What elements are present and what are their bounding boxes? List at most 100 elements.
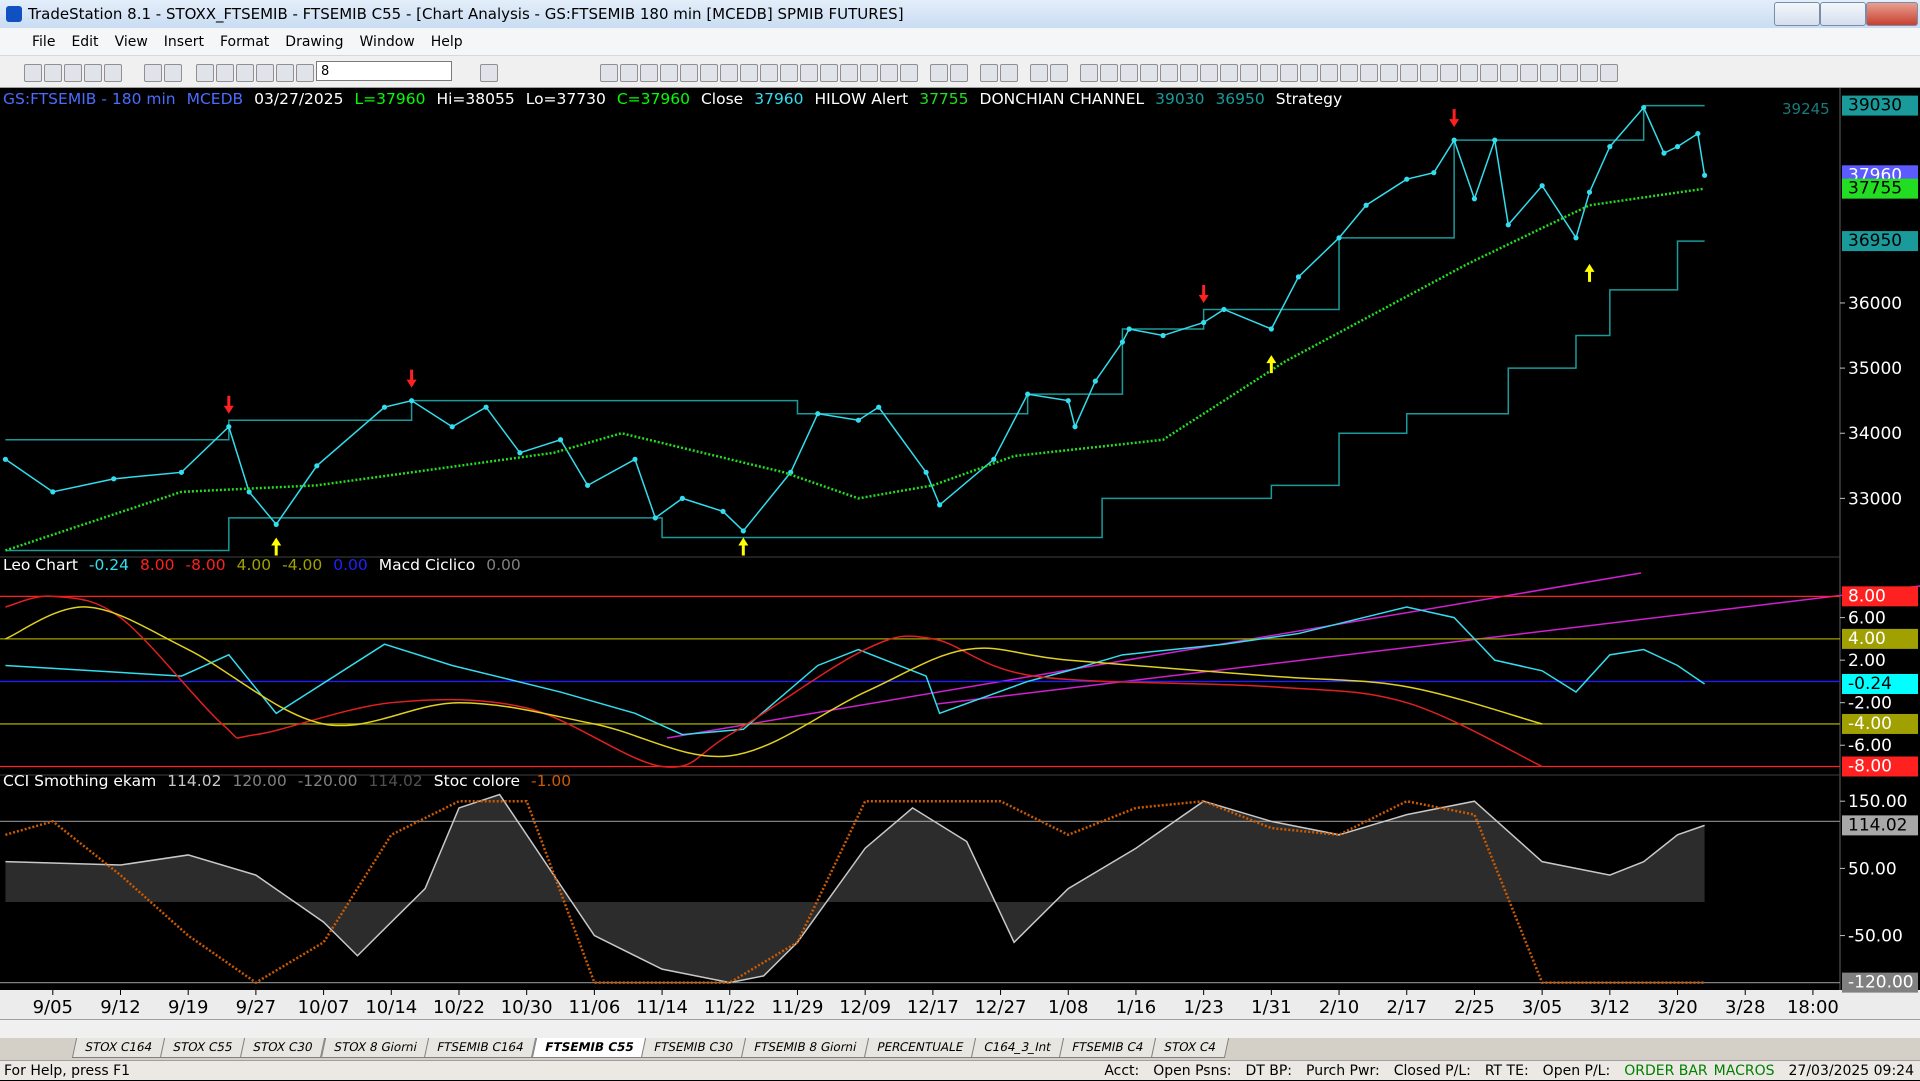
symbol-combo[interactable]: 8: [316, 61, 452, 81]
price-point: [720, 508, 726, 515]
toolbar-button[interactable]: [84, 64, 102, 82]
sheet-tab[interactable]: STOX 8 Giorni: [320, 1038, 430, 1058]
toolbar-button[interactable]: [680, 64, 698, 82]
toolbar-button[interactable]: [1280, 64, 1298, 82]
maximize-button[interactable]: [1820, 2, 1866, 26]
toolbar-button[interactable]: [1480, 64, 1498, 82]
toolbar-button[interactable]: [1600, 64, 1618, 82]
toolbar-button[interactable]: [1580, 64, 1598, 82]
menu-item[interactable]: File: [32, 34, 56, 50]
toolbar-button[interactable]: [820, 64, 838, 82]
sell-arrow: [406, 369, 417, 388]
toolbar-button[interactable]: [1240, 64, 1258, 82]
toolbar-button[interactable]: [1340, 64, 1358, 82]
sheet-tab[interactable]: FTSEMIB C55: [531, 1038, 647, 1058]
toolbar-button[interactable]: [1320, 64, 1338, 82]
toolbar-button[interactable]: [24, 64, 42, 82]
x-tick-label: 11/29: [772, 997, 824, 1018]
toolbar-button[interactable]: [660, 64, 678, 82]
toolbar-button[interactable]: [740, 64, 758, 82]
toolbar-button[interactable]: [600, 64, 618, 82]
toolbar-button[interactable]: [1180, 64, 1198, 82]
sheet-tab[interactable]: STOX C55: [159, 1038, 246, 1058]
scroll-bar[interactable]: [0, 1019, 1920, 1038]
toolbar-button[interactable]: [1030, 64, 1048, 82]
price-point: [273, 521, 279, 528]
toolbar-button[interactable]: [1000, 64, 1018, 82]
toolbar-button[interactable]: [276, 64, 294, 82]
menu-item[interactable]: Insert: [163, 34, 204, 50]
menu-item[interactable]: Window: [359, 34, 415, 50]
toolbar-button[interactable]: [1520, 64, 1538, 82]
toolbar-button[interactable]: [720, 64, 738, 82]
toolbar-button[interactable]: [296, 64, 314, 82]
toolbar-button[interactable]: [1080, 64, 1098, 82]
sheet-tab[interactable]: FTSEMIB C30: [641, 1038, 747, 1058]
price-point: [679, 495, 685, 501]
toolbar-button[interactable]: [1140, 64, 1158, 82]
toolbar-button[interactable]: [44, 64, 62, 82]
toolbar-button[interactable]: [840, 64, 858, 82]
menu-item[interactable]: View: [114, 34, 148, 50]
toolbar-button[interactable]: [1560, 64, 1578, 82]
toolbar-button[interactable]: [1440, 64, 1458, 82]
sheet-tab[interactable]: STOX C4: [1151, 1038, 1230, 1058]
macros[interactable]: MACROS: [1713, 1063, 1775, 1079]
sheet-tab[interactable]: PERCENTUALE: [864, 1038, 977, 1058]
toolbar-button[interactable]: [800, 64, 818, 82]
toolbar-button[interactable]: [760, 64, 778, 82]
toolbar-button[interactable]: [1400, 64, 1418, 82]
toolbar-button[interactable]: [860, 64, 878, 82]
toolbar-button[interactable]: [930, 64, 948, 82]
sheet-tab[interactable]: STOX C164: [71, 1038, 166, 1058]
toolbar-button[interactable]: [104, 64, 122, 82]
menu-item[interactable]: Drawing: [285, 34, 344, 50]
last-value-box-label: 37755: [1848, 179, 1902, 199]
toolbar-button[interactable]: [1500, 64, 1518, 82]
toolbar-button[interactable]: [880, 64, 898, 82]
minimize-button[interactable]: [1774, 2, 1820, 26]
sheet-tab[interactable]: FTSEMIB 8 Giorni: [740, 1038, 870, 1058]
toolbar-button[interactable]: [900, 64, 918, 82]
pane: [2, 104, 1708, 556]
toolbar-button[interactable]: [196, 64, 214, 82]
toolbar-button[interactable]: [256, 64, 274, 82]
toolbar-button[interactable]: [1100, 64, 1118, 82]
toolbar-button[interactable]: [1380, 64, 1398, 82]
toolbar-button[interactable]: [620, 64, 638, 82]
menu-item[interactable]: Help: [430, 34, 463, 50]
toolbar-button[interactable]: [1420, 64, 1438, 82]
sheet-tab[interactable]: C164_3_Int: [971, 1038, 1065, 1058]
toolbar-button[interactable]: [480, 64, 498, 82]
toolbar-button[interactable]: [640, 64, 658, 82]
y-tick-label: -2.00: [1848, 694, 1892, 714]
toolbar-button[interactable]: [1050, 64, 1068, 82]
menu-item[interactable]: Format: [219, 34, 270, 50]
toolbar-button[interactable]: [780, 64, 798, 82]
toolbar-button[interactable]: [1200, 64, 1218, 82]
data-source: MCEDB: [186, 90, 244, 108]
toolbar-button[interactable]: [1220, 64, 1238, 82]
toolbar-button[interactable]: [700, 64, 718, 82]
toolbar-button[interactable]: [980, 64, 998, 82]
toolbar-button[interactable]: [216, 64, 234, 82]
toolbar-button[interactable]: [1300, 64, 1318, 82]
toolbar-button[interactable]: [950, 64, 968, 82]
toolbar-button[interactable]: [64, 64, 82, 82]
toolbar-button[interactable]: [1120, 64, 1138, 82]
order-bar[interactable]: ORDER BAR: [1624, 1063, 1708, 1079]
toolbar-button[interactable]: [144, 64, 162, 82]
menu-item[interactable]: Edit: [71, 34, 99, 50]
toolbar-button[interactable]: [1540, 64, 1558, 82]
sheet-tab[interactable]: FTSEMIB C164: [424, 1038, 537, 1058]
sheet-tab[interactable]: STOX C30: [240, 1038, 326, 1058]
sheet-tab[interactable]: FTSEMIB C4: [1059, 1038, 1157, 1058]
close-button[interactable]: [1866, 2, 1918, 26]
toolbar-button[interactable]: [164, 64, 182, 82]
toolbar-button[interactable]: [1360, 64, 1378, 82]
toolbar-button[interactable]: [1160, 64, 1178, 82]
toolbar-button[interactable]: [1260, 64, 1278, 82]
toolbar-button[interactable]: [236, 64, 254, 82]
quote-field: Lo=37730: [525, 90, 606, 108]
toolbar-button[interactable]: [1460, 64, 1478, 82]
